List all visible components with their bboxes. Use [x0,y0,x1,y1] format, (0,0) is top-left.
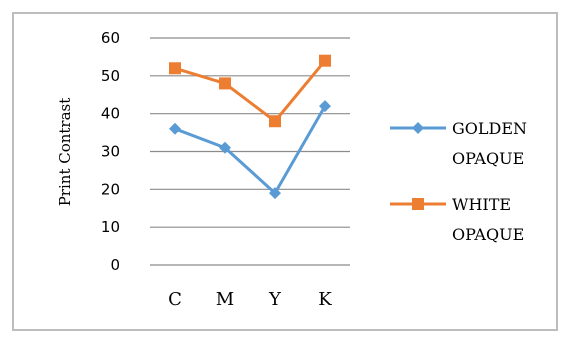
point-1-k [319,100,331,113]
chart-frame [12,12,558,331]
y-tick-label-0: 0 [110,256,120,274]
series-1 [169,100,331,200]
legend-label-1-line-2: OPAQUE [452,149,524,168]
legend-label-2-line-1: WHITE [452,195,511,214]
legend-label-1-line-1: GOLDEN [452,119,527,138]
series-group [169,54,331,200]
legend-item-1: GOLDEN OPAQUE [390,119,527,168]
legend-item-2: WHITE OPAQUE [390,195,524,244]
point-2-k [319,54,331,67]
y-tick-label-60: 60 [101,29,120,47]
x-tick-label-c: C [168,289,182,310]
x-tick-label-m: M [216,289,234,310]
point-1-c [169,122,181,135]
x-tick-label-k: K [318,289,332,310]
x-tick-label-y: Y [268,289,282,310]
y-tick-label-30: 30 [101,143,120,161]
legend-marker-2 [412,198,424,210]
series-1-line [174,105,327,195]
gridlines [150,37,350,266]
point-1-m [219,141,231,154]
y-tick-label-10: 10 [101,218,120,236]
legend: GOLDEN OPAQUE WHITE OPAQUE [390,119,527,244]
point-2-m [219,77,231,90]
y-axis-label: Print Contrast [56,98,74,207]
y-axis-ticks: 0 10 20 30 40 50 60 [101,29,120,274]
legend-label-2-line-2: OPAQUE [452,225,524,244]
series-2 [169,54,331,128]
series-2-line [174,59,327,123]
point-1-y [269,187,281,200]
y-tick-label-20: 20 [101,180,120,198]
legend-marker-1 [412,122,424,134]
y-tick-label-50: 50 [101,67,120,85]
point-2-y [269,115,281,128]
y-tick-label-40: 40 [101,105,120,123]
point-2-c [169,62,181,75]
